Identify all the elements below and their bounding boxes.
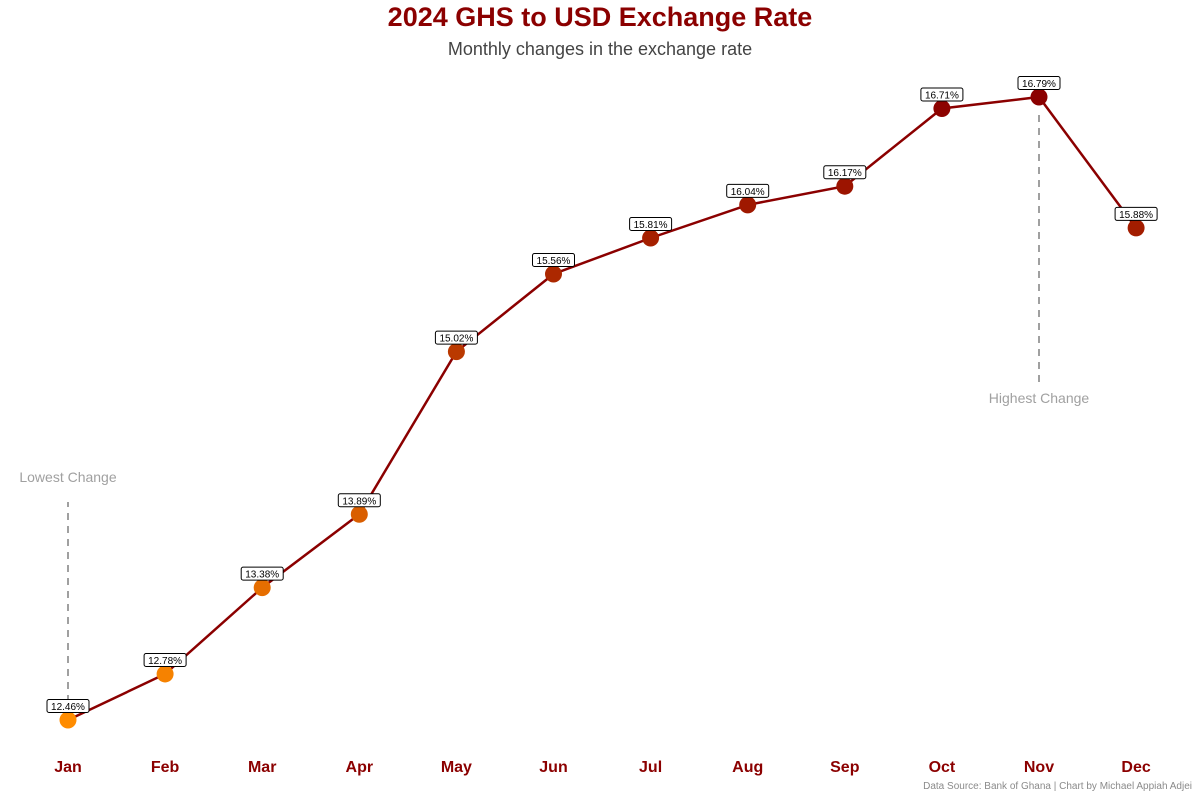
data-point bbox=[545, 265, 562, 283]
data-label: 16.71% bbox=[920, 87, 964, 102]
data-points bbox=[59, 88, 1145, 729]
data-point bbox=[739, 196, 757, 214]
data-label-text: 16.71% bbox=[925, 91, 959, 102]
x-tick-label: May bbox=[441, 759, 472, 776]
x-axis-ticks: Jan Feb Mar Apr May Jun Jul Aug Sep Oct Nov Dec bbox=[54, 759, 1151, 776]
x-tick-label: Jan bbox=[54, 759, 82, 776]
data-label-box bbox=[920, 87, 964, 102]
data-label-text: 15.81% bbox=[634, 220, 668, 231]
data-label: 13.89% bbox=[337, 493, 381, 508]
series-line bbox=[67, 95, 1138, 722]
data-label-box bbox=[1114, 206, 1158, 221]
data-point bbox=[350, 505, 368, 523]
x-tick-label: Aug bbox=[732, 759, 763, 776]
data-label-text: 16.79% bbox=[1022, 79, 1056, 90]
data-label: 16.04% bbox=[726, 183, 770, 198]
data-label-box bbox=[240, 566, 284, 581]
data-point bbox=[156, 665, 174, 683]
x-tick-label: Jun bbox=[539, 759, 567, 776]
data-label-box bbox=[629, 217, 673, 232]
data-source-caption: Data Source: Bank of Ghana | Chart by Mi… bbox=[923, 781, 1192, 792]
chart-title: 2024 GHS to USD Exchange Rate bbox=[387, 2, 813, 32]
data-label: 15.88% bbox=[1114, 206, 1158, 221]
data-label-text: 15.02% bbox=[439, 334, 473, 345]
data-point bbox=[642, 229, 660, 247]
data-point bbox=[933, 100, 951, 118]
data-point bbox=[1127, 219, 1145, 237]
data-label-text: 15.56% bbox=[537, 256, 571, 267]
data-point bbox=[836, 177, 854, 195]
x-tick-label: Apr bbox=[346, 759, 374, 776]
x-tick-label: Jul bbox=[639, 759, 662, 776]
data-label-box bbox=[823, 165, 867, 180]
data-label-box bbox=[46, 699, 90, 713]
data-point bbox=[59, 711, 77, 729]
data-label-box bbox=[143, 652, 187, 667]
data-labels: 12.46% 12.78% 13.38% 13.89% 15.02% 15.56% 15.8… bbox=[46, 76, 1158, 713]
data-label-text: 16.17% bbox=[828, 168, 862, 179]
data-label: 12.78% bbox=[143, 652, 187, 667]
annotations-layer: Lowest Change Highest Change bbox=[19, 115, 1089, 702]
data-label-box bbox=[1017, 76, 1061, 90]
data-label-text: 12.46% bbox=[51, 702, 85, 713]
data-point bbox=[447, 343, 465, 361]
data-label: 12.46% bbox=[46, 699, 90, 713]
data-label-text: 12.78% bbox=[148, 656, 182, 667]
data-label-text: 13.89% bbox=[342, 496, 376, 507]
data-label-text: 15.88% bbox=[1119, 210, 1153, 221]
data-label: 13.38% bbox=[240, 566, 284, 581]
x-tick-label: Mar bbox=[248, 759, 276, 776]
data-label: 15.02% bbox=[434, 330, 478, 345]
x-tick-label: Nov bbox=[1024, 759, 1054, 776]
data-label-box bbox=[337, 493, 381, 508]
data-label: 16.79% bbox=[1017, 76, 1061, 90]
annotation-label: Highest Change bbox=[989, 390, 1090, 406]
x-tick-label: Sep bbox=[830, 759, 860, 776]
x-tick-label: Feb bbox=[151, 759, 180, 776]
data-label: 15.56% bbox=[532, 252, 575, 267]
data-label-text: 13.38% bbox=[245, 570, 279, 581]
data-label: 16.17% bbox=[823, 165, 867, 180]
annotation-label: Lowest Change bbox=[19, 469, 117, 485]
data-point bbox=[253, 579, 271, 597]
data-label-box bbox=[434, 330, 478, 345]
data-label: 15.81% bbox=[629, 217, 673, 232]
data-label-box bbox=[726, 183, 770, 198]
x-tick-label: Oct bbox=[929, 759, 956, 776]
data-point bbox=[1030, 88, 1048, 106]
data-label-text: 16.04% bbox=[731, 187, 765, 198]
x-tick-label: Dec bbox=[1121, 759, 1150, 776]
chart-subtitle: Monthly changes in the exchange rate bbox=[447, 39, 753, 59]
data-label-box bbox=[532, 252, 575, 267]
